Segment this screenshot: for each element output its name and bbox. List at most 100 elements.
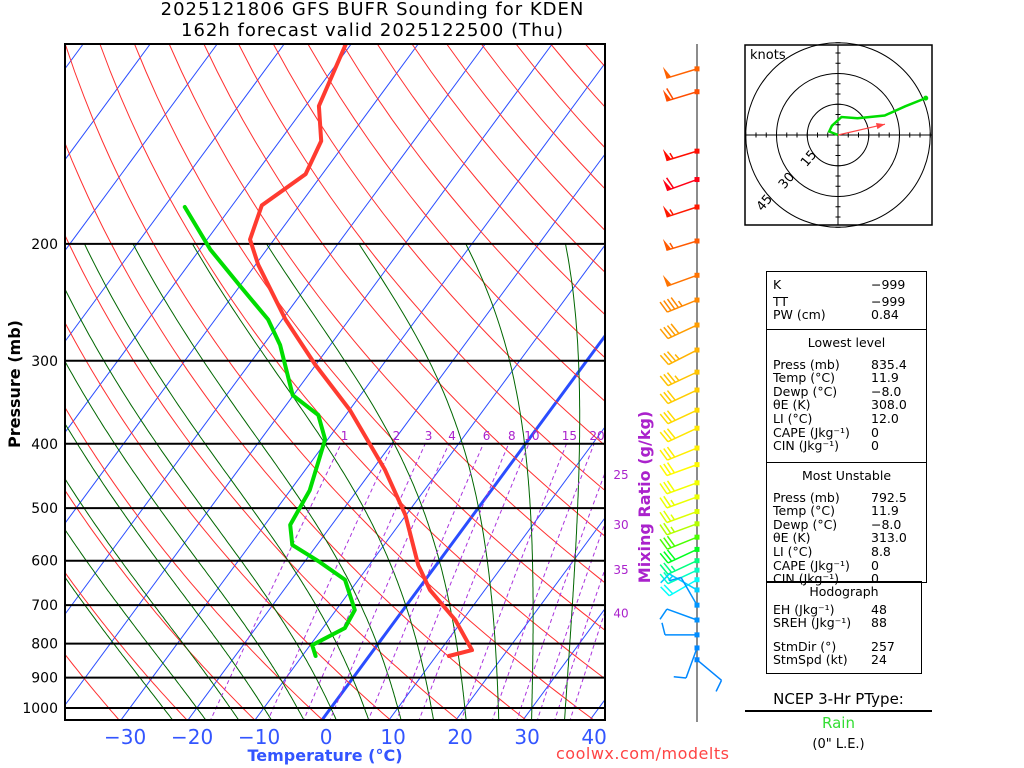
barb-staff xyxy=(666,482,698,495)
wind-barb xyxy=(659,387,700,405)
barb-half xyxy=(670,565,676,572)
pressure-tick-label: 200 xyxy=(31,237,58,253)
barb-staff xyxy=(666,608,698,621)
stat-label: Temp (°C) xyxy=(773,503,836,519)
mixing-ratio-line xyxy=(460,443,567,720)
ptype-divider xyxy=(745,710,932,712)
barb-half xyxy=(670,526,676,533)
wind-barb xyxy=(660,577,700,597)
barb-staff xyxy=(666,150,698,162)
barb-full xyxy=(660,586,670,597)
stat-row: LI (°C) 12.0 xyxy=(767,412,926,426)
title-line-1: 2025121806 GFS BUFR Sounding for KDEN xyxy=(160,0,585,20)
stat-row: CIN (Jkg⁻¹) 0 xyxy=(767,439,926,453)
stat-value: 257 xyxy=(871,638,895,654)
stat-value: 0 xyxy=(871,438,879,454)
stat-value: 88 xyxy=(871,615,887,631)
stat-row: PW (cm) 0.84 xyxy=(767,308,926,322)
isotherm-line xyxy=(254,244,605,720)
barb-full xyxy=(666,535,676,547)
stat-row: Dewp (°C) −8.0 xyxy=(767,518,926,532)
barb-half xyxy=(677,300,683,307)
temperature-tick-label: 20 xyxy=(447,725,472,749)
moist-adiabat-line xyxy=(65,528,207,720)
barb-staff xyxy=(667,427,698,443)
stat-value: 0 xyxy=(871,571,879,587)
stat-value: 792.5 xyxy=(871,489,907,505)
barb-point xyxy=(694,425,700,431)
hodograph-stats-panel: Hodograph EH (Jkg⁻¹) 48 SREH (Jkg⁻¹) 88 Stm… xyxy=(766,581,922,674)
wind-barb xyxy=(659,347,700,366)
barb-staff xyxy=(666,206,698,218)
barb-staff xyxy=(667,548,698,564)
barb-staff xyxy=(667,560,698,575)
mixing-ratio-label: 1 xyxy=(341,429,349,443)
barb-point xyxy=(694,322,700,328)
section-header: Most Unstable xyxy=(801,468,892,483)
wind-barb xyxy=(662,66,700,79)
dry-adiabat-line xyxy=(203,44,605,537)
barb-staff xyxy=(666,496,698,509)
stat-row: TT −999 xyxy=(767,294,926,309)
barb-staff xyxy=(666,463,698,477)
mixing-ratio-label: 10 xyxy=(524,429,539,443)
barb-point xyxy=(694,577,700,583)
barb-full xyxy=(666,298,676,310)
moist-adiabat-line xyxy=(358,243,500,720)
stat-value: 308.0 xyxy=(871,397,907,413)
stat-value: 0 xyxy=(871,424,879,440)
moist-adiabat-line xyxy=(65,288,337,720)
section-header: Lowest level xyxy=(807,335,886,350)
wind-barb xyxy=(659,445,700,461)
mixing-ratio-line xyxy=(396,443,510,720)
temperature-tick-label: −20 xyxy=(171,725,213,749)
stat-label: CIN (Jkg⁻¹) xyxy=(773,438,839,454)
title-line-2: 162h forecast valid 2025122500 (Thu) xyxy=(181,20,564,41)
barb-full xyxy=(663,537,672,549)
moist-adiabat-line xyxy=(465,243,534,720)
pressure-tick-label: 700 xyxy=(31,598,58,614)
barb-full xyxy=(668,576,682,582)
wind-barb xyxy=(662,204,700,218)
isotherm-line xyxy=(65,44,486,616)
barb-staff xyxy=(667,447,698,461)
stat-label: CAPE (Jkg⁻¹) xyxy=(773,557,850,573)
barb-full xyxy=(659,538,668,550)
barb-staff xyxy=(666,274,698,287)
barb-point xyxy=(694,272,700,278)
barb-full xyxy=(666,390,676,401)
barb-staff xyxy=(667,409,698,425)
barb-point xyxy=(694,657,700,663)
wind-barb xyxy=(659,608,700,623)
wind-barb xyxy=(659,546,700,564)
wind-barb xyxy=(694,657,723,692)
hodograph-trace-end xyxy=(923,95,929,101)
pressure-tick-label: 800 xyxy=(31,637,58,653)
barb-full xyxy=(670,297,680,308)
mixing-ratio-label: 6 xyxy=(483,429,491,443)
wind-barb xyxy=(659,425,700,443)
stat-label: Temp (°C) xyxy=(773,370,836,386)
wind-barb xyxy=(659,558,700,575)
dry-adiabat-line xyxy=(272,44,605,447)
temperature-tick-label: −10 xyxy=(238,725,280,749)
stat-label: CAPE (Jkg⁻¹) xyxy=(773,424,850,440)
isotherm-line xyxy=(65,44,419,525)
isotherm-line xyxy=(187,153,605,720)
mixing-ratio-line xyxy=(491,443,595,720)
wind-barb xyxy=(659,297,700,313)
moist-adiabat-line xyxy=(65,360,305,720)
barb-point xyxy=(694,558,700,564)
lowest-level-section: Lowest level Press (mb) 835.4 Temp (°C) 11.… xyxy=(767,336,926,463)
wind-barb xyxy=(659,480,700,495)
stat-value: 0.84 xyxy=(871,307,899,323)
stat-row: Press (mb) 835.4 xyxy=(767,357,926,372)
moist-adiabat-line xyxy=(65,422,272,720)
dewpoint-profile-line xyxy=(182,205,357,658)
barb-full xyxy=(663,352,673,364)
dry-adiabat-line xyxy=(65,489,256,720)
barb-staff xyxy=(667,389,698,405)
mixing-ratio-label: 40 xyxy=(613,606,628,620)
barb-flag xyxy=(662,149,672,161)
barb-half xyxy=(669,152,674,159)
